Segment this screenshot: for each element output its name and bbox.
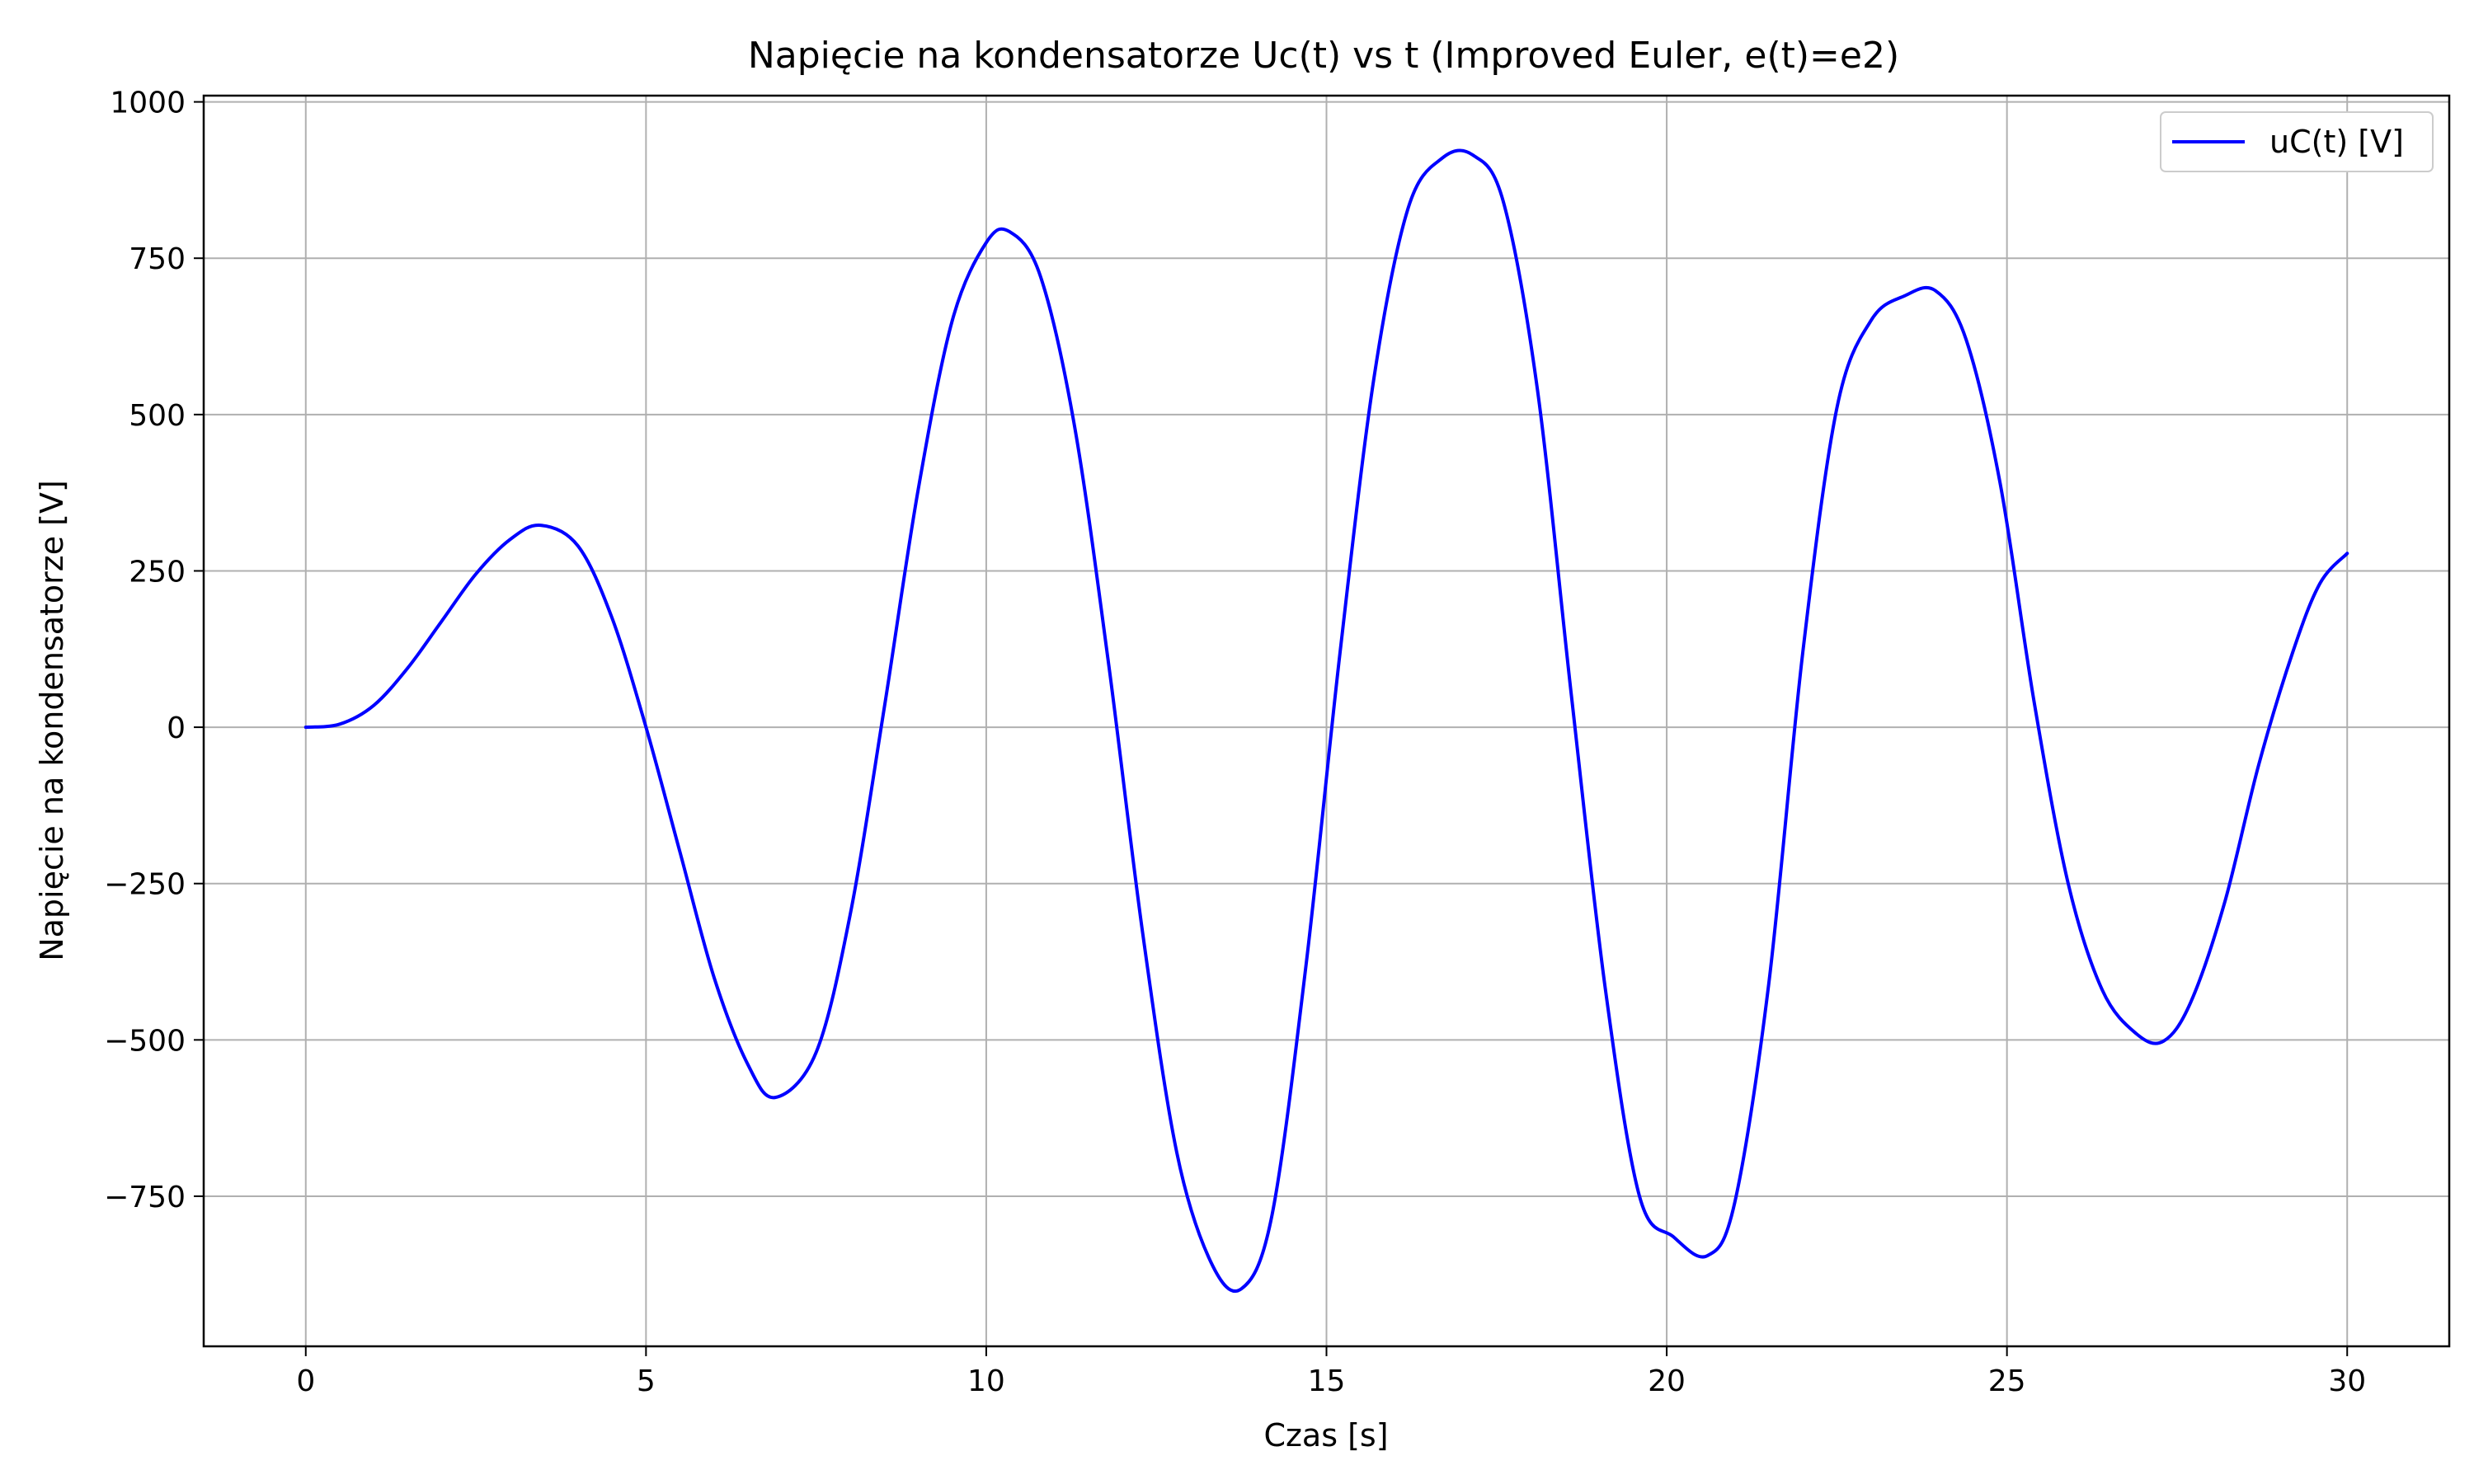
grid-lines [204,96,2449,1346]
x-tick-label: 25 [1988,1364,2026,1398]
x-tick-label: 20 [1648,1364,1686,1398]
y-tick-label: −750 [104,1181,186,1214]
chart-title: Napięcie na kondensatorze Uc(t) vs t (Im… [748,35,1899,77]
y-tick-label: 750 [129,242,186,276]
y-tick-label: 0 [167,711,186,745]
x-axis-title: Czas [s] [1263,1417,1388,1453]
legend: uC(t) [V] [2160,111,2434,172]
axis-ticks: 0 5 10 15 20 25 30 −750 −500 −250 0 250 500 750 1000 [104,87,2366,1398]
x-tick-label: 5 [637,1364,656,1398]
x-tick-label: 30 [2328,1364,2366,1398]
x-tick-label: 0 [296,1364,315,1398]
data-series [303,148,2349,1294]
legend-box [2160,111,2434,172]
x-tick-label: 15 [1308,1364,1346,1398]
series-line-uc [303,148,2349,1294]
x-tick-label: 10 [967,1364,1005,1398]
y-tick-label: 250 [129,555,186,589]
y-tick-label: −250 [104,868,186,902]
y-tick-label: 1000 [110,87,186,120]
y-tick-label: −500 [104,1024,186,1058]
legend-label: uC(t) [V] [2269,124,2404,160]
y-tick-label: 500 [129,399,186,433]
y-axis-title: Napięcie na kondensatorze [V] [34,480,70,961]
